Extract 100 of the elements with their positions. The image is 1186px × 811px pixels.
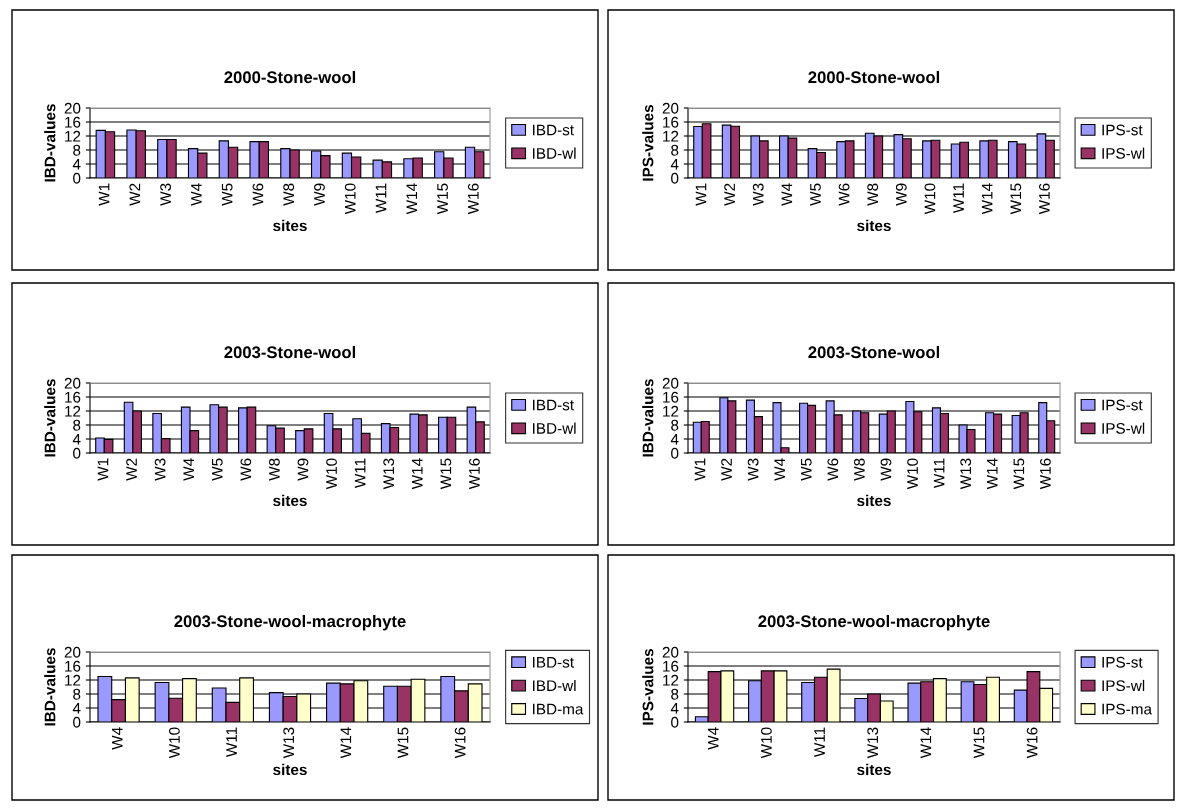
y-tick-label: 0 (73, 447, 81, 459)
y-tick-label: 8 (73, 688, 81, 700)
y-tick-label: 4 (670, 434, 679, 445)
x-tick-label: W3 (154, 458, 166, 481)
y-tick-label: 12 (663, 405, 679, 417)
x-tick-label: W14 (406, 183, 418, 215)
x-tick-label: W6 (838, 183, 850, 206)
x-tick-label: W10 (344, 183, 356, 215)
y-tick-label: 0 (671, 447, 679, 459)
legend-label: IPS-wl (1102, 422, 1145, 434)
x-tick-label: W13 (960, 458, 972, 490)
x-tick-label: W15 (973, 727, 985, 759)
x-tick-label: W14 (412, 458, 423, 490)
x-tick-label: W8 (867, 183, 879, 206)
chart-title: 2003-Stone-wool (224, 345, 356, 359)
y-tick-label: 0 (73, 172, 81, 184)
x-tick-label: W9 (880, 458, 892, 481)
legend-label: IPS-wl (1102, 679, 1145, 692)
y-tick-label: 12 (65, 130, 81, 142)
x-tick-label: W3 (160, 183, 172, 206)
y-axis-title: IPS-values (642, 104, 654, 181)
x-tick-label: W11 (226, 727, 237, 758)
x-tick-label: W3 (747, 458, 759, 481)
chart-title: 2000-Stone-wool (224, 70, 356, 84)
x-tick-label: W4 (774, 458, 785, 481)
x-tick-label: W14 (920, 727, 932, 759)
y-axis-title: IBD-values (44, 104, 56, 182)
legend-label: IBD-st (533, 124, 574, 136)
x-tick-label: W11 (953, 183, 964, 214)
y-tick-label: 12 (65, 674, 81, 686)
y-tick-label: 8 (671, 688, 679, 700)
legend-label: IPS-st (1102, 124, 1143, 136)
x-tick-label: W13 (383, 458, 395, 490)
x-tick-label: W15 (1010, 183, 1022, 215)
chart-title: 2000-Stone-wool (808, 70, 940, 84)
x-tick-label: W4 (781, 183, 793, 206)
x-axis-title: sites (273, 494, 307, 507)
x-tick-label: W5 (810, 183, 821, 206)
x-tick-label: W2 (126, 458, 137, 481)
y-tick-label: 16 (663, 116, 679, 128)
x-tick-label: W4 (112, 727, 123, 750)
y-tick-label: 12 (65, 405, 81, 417)
y-tick-label: 20 (662, 646, 679, 658)
x-tick-label: W5 (801, 458, 812, 481)
x-tick-label: W13 (867, 727, 879, 759)
x-tick-label: W8 (283, 183, 295, 206)
x-tick-label: W6 (240, 458, 252, 481)
y-tick-label: 12 (663, 674, 679, 686)
x-tick-label: W11 (933, 458, 945, 489)
x-tick-label: W1 (97, 458, 109, 481)
x-axis-title: sites (857, 219, 891, 232)
x-tick-label: W15 (437, 183, 448, 215)
x-tick-label: W16 (467, 183, 479, 215)
legend-label: IPS-st (1102, 399, 1143, 411)
x-tick-label: W10 (924, 183, 936, 215)
y-tick-label: 4 (72, 159, 81, 170)
y-tick-label: 0 (671, 172, 679, 184)
y-tick-label: 20 (64, 377, 81, 389)
y-axis-title: IBD-values (44, 379, 56, 457)
x-tick-label: W5 (221, 183, 233, 206)
y-tick-label: 4 (72, 703, 81, 714)
y-tick-label: 16 (65, 391, 81, 403)
legend-label: IBD-st (533, 399, 574, 411)
legend-label: IBD-st (533, 657, 574, 668)
y-tick-label: 20 (662, 377, 679, 389)
legend-label: IPS-ma (1102, 703, 1152, 715)
y-tick-label: 8 (73, 419, 81, 431)
y-tick-label: 8 (73, 144, 81, 156)
x-tick-label: W9 (314, 183, 325, 206)
x-axis-title: sites (273, 219, 307, 232)
y-tick-label: 8 (671, 144, 679, 156)
x-tick-label: W6 (827, 458, 839, 481)
x-tick-label: W11 (354, 458, 366, 489)
x-tick-label: W15 (440, 458, 452, 490)
x-tick-label: W2 (721, 458, 732, 481)
x-tick-label: W16 (469, 458, 480, 490)
x-tick-label: W5 (212, 458, 223, 481)
x-axis-title: sites (857, 763, 891, 776)
y-axis-title: IBD-values (44, 648, 56, 726)
x-tick-label: W10 (326, 458, 337, 490)
x-tick-label: W15 (1013, 458, 1025, 490)
legend-label: IBD-wl (533, 422, 576, 434)
y-tick-label: 16 (65, 660, 81, 672)
x-tick-label: W16 (454, 727, 466, 759)
y-tick-label: 16 (663, 660, 679, 672)
x-tick-label: W6 (252, 183, 264, 206)
x-tick-label: W16 (1040, 458, 1051, 490)
x-tick-label: W11 (814, 727, 825, 758)
x-tick-label: W14 (987, 458, 998, 490)
x-axis-title: sites (857, 494, 891, 507)
legend-label: IBD-wl (533, 679, 576, 691)
x-tick-label: W4 (183, 458, 194, 481)
x-tick-label: W14 (981, 183, 993, 215)
y-tick-label: 16 (65, 116, 81, 128)
x-axis-title: sites (273, 763, 307, 776)
x-tick-label: W4 (191, 183, 202, 206)
x-tick-label: W9 (895, 183, 907, 206)
legend-label: IBD-wl (533, 147, 576, 159)
y-tick-label: 20 (64, 102, 81, 114)
x-tick-label: W1 (98, 183, 110, 206)
